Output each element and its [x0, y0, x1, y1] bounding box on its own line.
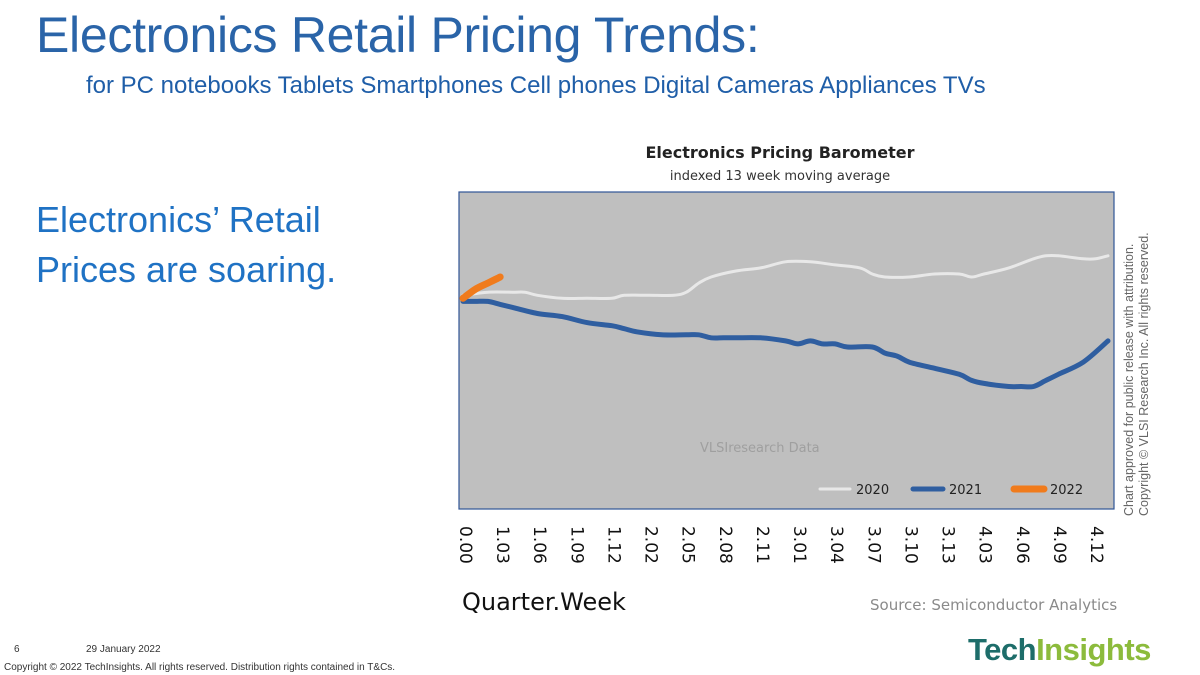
x-tick-labels: 0.00 1.03 1.06 1.09 1.12 2.02 2.05 2.08 2.11 3.01… [455, 526, 1106, 564]
legend-label-2020: 2020 [856, 483, 889, 498]
x-tick-label: 0.00 [455, 526, 475, 564]
x-tick-label: 2.05 [678, 526, 698, 564]
chart-legend: 2020 2021 2022 [818, 483, 1083, 498]
x-tick-label: 2.08 [715, 526, 735, 564]
slide-title: Electronics Retail Pricing Trends: [36, 7, 760, 63]
x-tick-label: 3.07 [863, 526, 883, 564]
series-line-2021 [460, 298, 1111, 390]
chart-copyright-note: Chart approved for public release with a… [1122, 232, 1151, 516]
chart-title: Electronics Pricing Barometer [645, 143, 914, 162]
plot-area [458, 191, 1115, 510]
x-tick-label: 2.02 [641, 526, 661, 564]
x-tick-label: 1.09 [566, 526, 586, 564]
chart-watermark: VLSIresearch Data [700, 441, 820, 456]
x-axis-label: Quarter.Week [462, 588, 626, 616]
x-tick-label: 4.06 [1012, 526, 1032, 564]
slide-date: 29 January 2022 [86, 644, 161, 655]
chart-source: Source: Semiconductor Analytics [870, 596, 1118, 614]
lead-text: Electronics’ Retail Prices are soaring. [36, 199, 337, 290]
x-tick-label: 1.12 [603, 526, 623, 564]
legend-label-2022: 2022 [1050, 483, 1083, 498]
x-tick-label: 3.04 [826, 526, 846, 564]
x-tick-label: 1.03 [492, 526, 512, 564]
slide-subtitle: for PC notebooks Tablets Smartphones Cel… [86, 72, 986, 99]
footer-copyright: Copyright © 2022 TechInsights. All right… [4, 662, 396, 673]
series-layer [459, 253, 1111, 390]
x-tick-label: 3.10 [900, 526, 920, 564]
page-number: 6 [14, 644, 20, 655]
x-tick-label: 4.12 [1086, 526, 1106, 564]
x-tick-label: 4.09 [1049, 526, 1069, 564]
series-line-2020 [461, 253, 1110, 301]
legend-label-2021: 2021 [949, 483, 982, 498]
x-tick-label: 1.06 [529, 526, 549, 564]
techinsights-logo: TechInsights [968, 632, 1151, 667]
chart-subtitle: indexed 13 week moving average [670, 169, 890, 184]
series-line-2022 [459, 273, 504, 302]
x-tick-label: 3.01 [789, 526, 809, 564]
x-tick-label: 3.13 [938, 526, 958, 564]
x-tick-label: 4.03 [975, 526, 995, 564]
x-tick-label: 2.11 [752, 526, 772, 564]
